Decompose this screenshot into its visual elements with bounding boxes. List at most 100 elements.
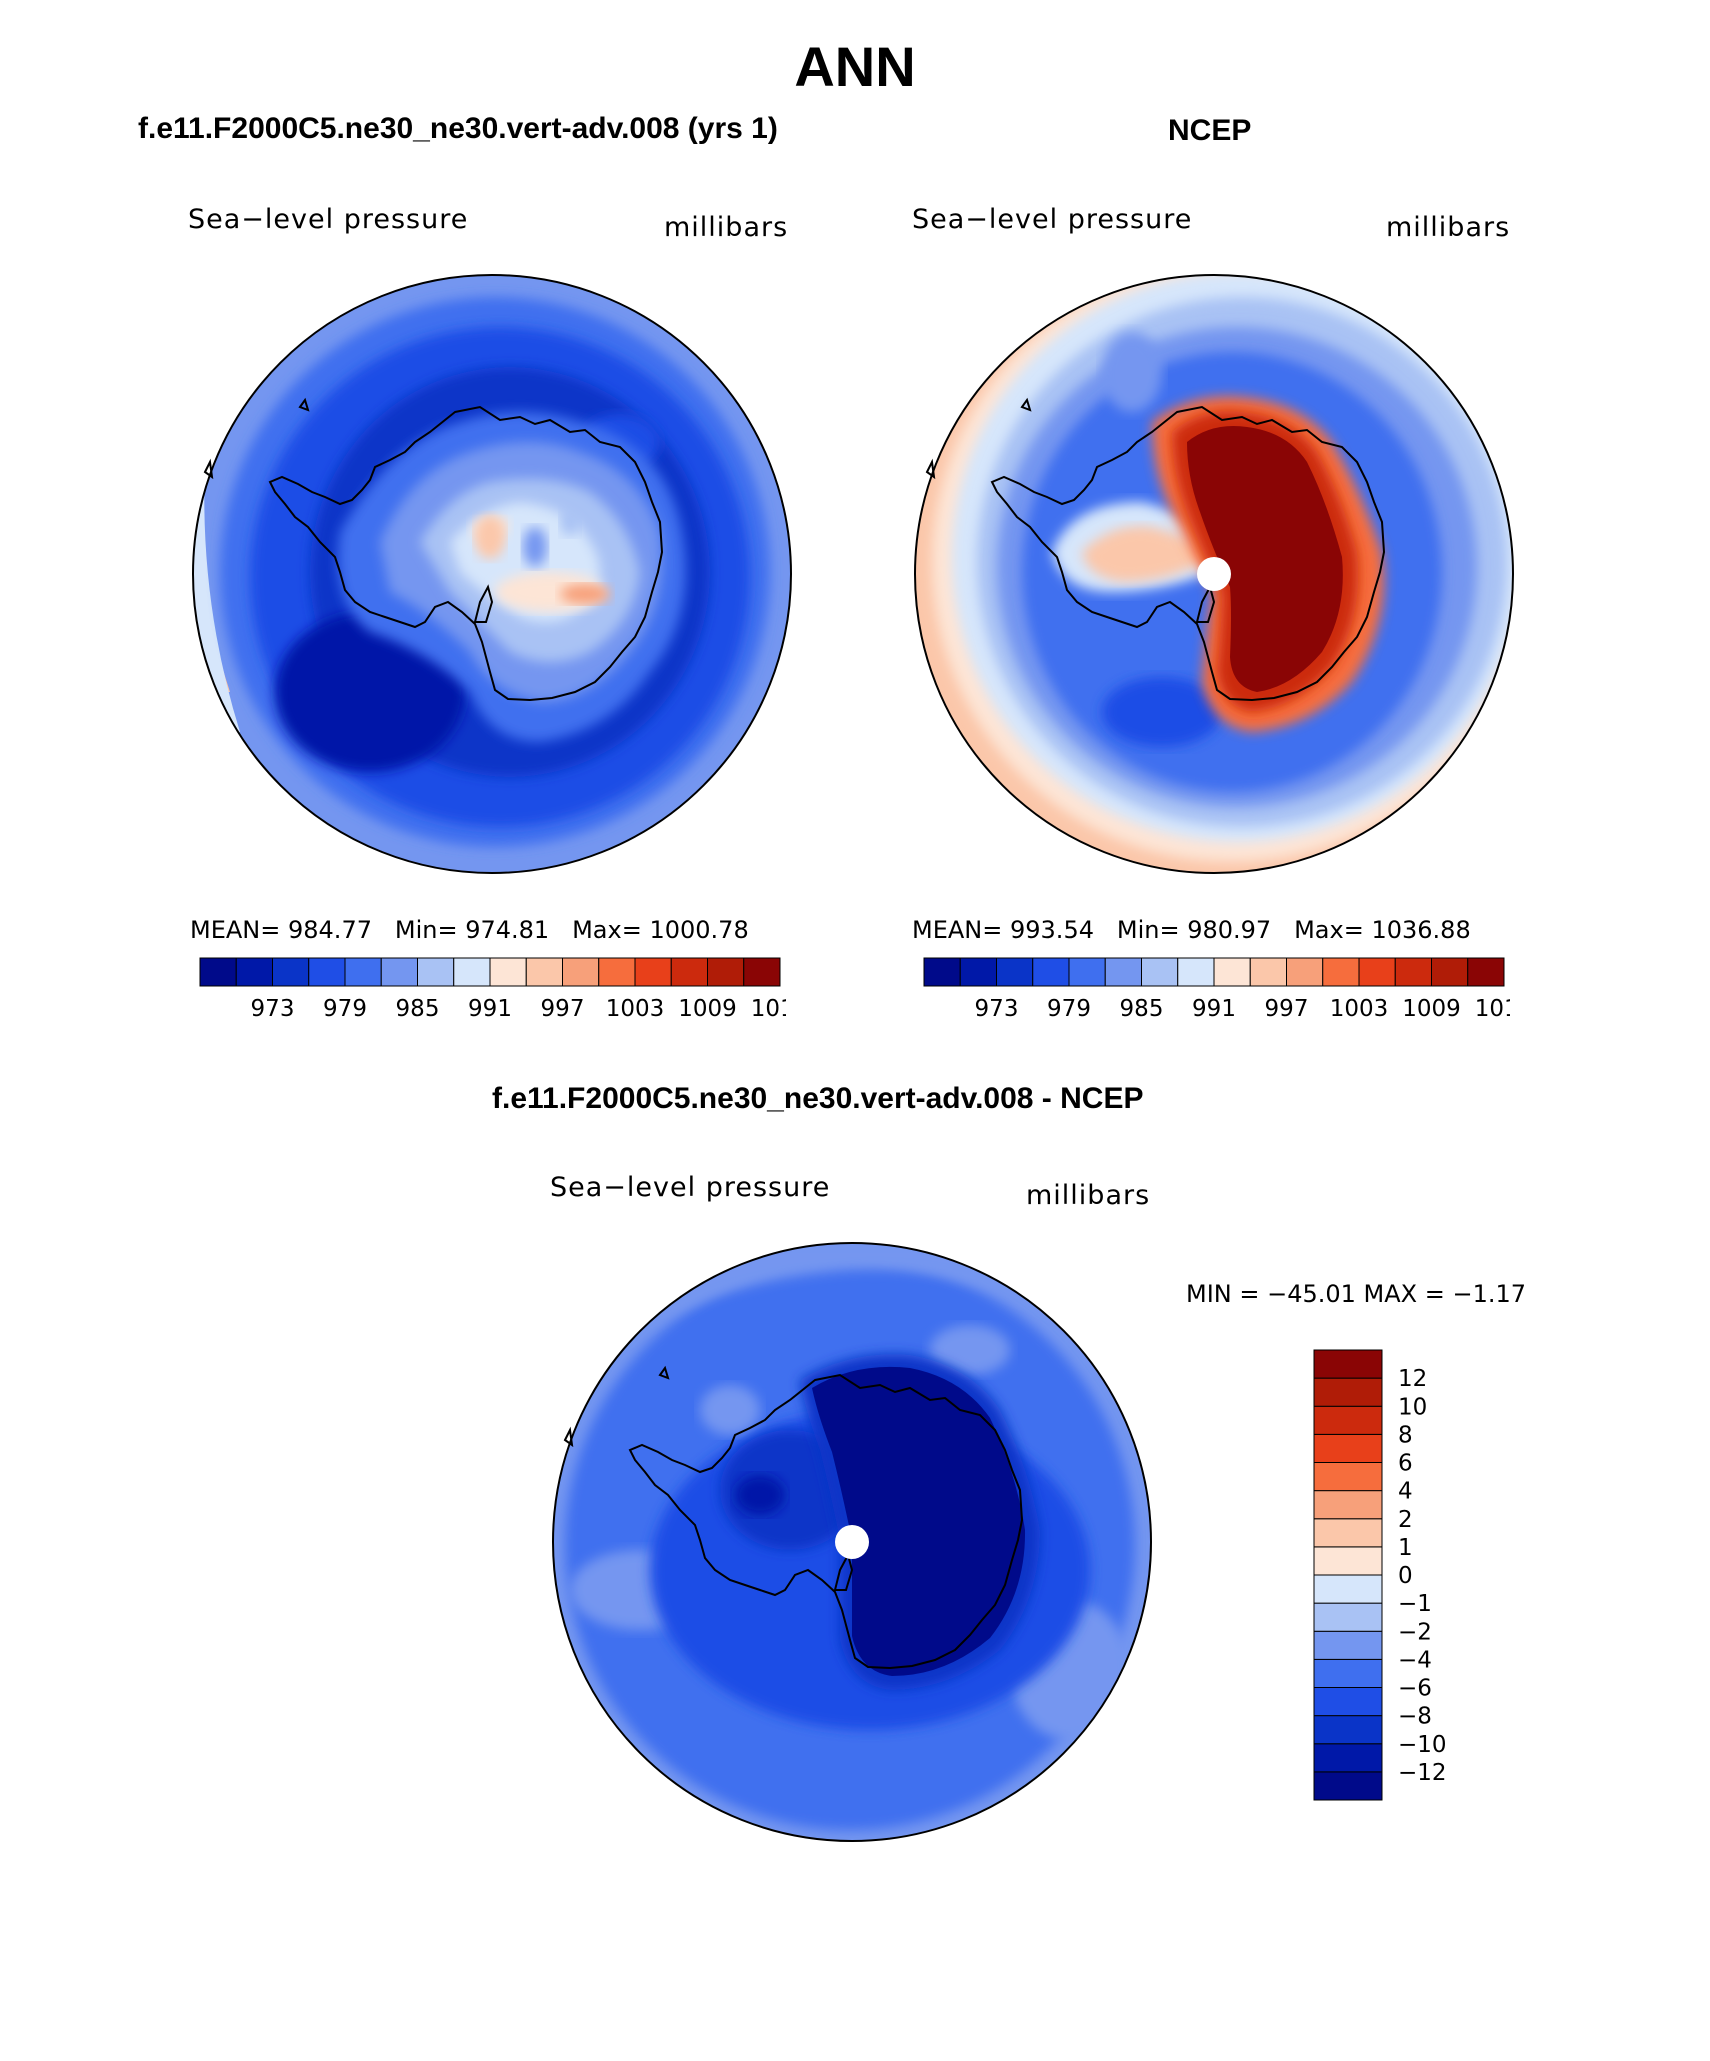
panel-diff-colorbar-swatch-15	[1313, 1349, 1383, 1379]
panel-diff-colorbar-tick-label: 8	[1398, 1422, 1413, 1448]
panel-obs-colorbar-swatch-14	[1431, 957, 1469, 987]
panel-model-colorbar-tick-label: 1003	[606, 996, 665, 1022]
panel-diff-colorbar-tick-label: 2	[1398, 1507, 1413, 1533]
panel-model-colorbar: 973 979 985 991 997 1003 1009 1015	[199, 957, 786, 1022]
panel-model-colorbar-tick-label: 1009	[678, 996, 737, 1022]
panel-diff-units-label: millibars	[1026, 1180, 1151, 1211]
panel-model-colorbar-swatch-8	[489, 957, 527, 987]
max-label: Max=	[572, 916, 642, 944]
min-value: 974.81	[465, 916, 550, 944]
panel-model-colorbar-swatch-5	[380, 957, 418, 987]
pole-mask	[1197, 557, 1231, 591]
panel-model-colorbar-swatch-9	[525, 957, 563, 987]
panel-model-colorbar-swatch-10	[562, 957, 600, 987]
panel-diff-colorbar-tick-label: −8	[1398, 1704, 1432, 1730]
figure-title: ANN	[794, 35, 916, 98]
panel-obs-colorbar-tick-label: 979	[1047, 996, 1091, 1022]
panel-obs-colorbar-tick-label: 1003	[1330, 996, 1389, 1022]
min-label: Min=	[1116, 916, 1180, 944]
panel-diff-minmax: MIN = −45.01 MAX = −1.17	[1186, 1280, 1527, 1308]
panel-diff-colorbar-tick-label: −10	[1398, 1732, 1447, 1758]
panel-model-colorbar-tick-label: 997	[541, 996, 585, 1022]
panel-diff-colorbar-swatch-6	[1313, 1602, 1383, 1632]
panel-diff-colorbar-tick-label: 0	[1398, 1563, 1413, 1589]
panel-obs-colorbar-swatch-4	[1068, 957, 1106, 987]
panel-obs-colorbar-swatch-15	[1467, 957, 1505, 987]
panel-diff-coastline	[628, 1373, 1024, 1670]
panel-obs-colorbar-swatch-13	[1394, 957, 1432, 987]
panel-diff-colorbar-swatch-12	[1313, 1433, 1383, 1463]
panel-diff-colorbar-swatch-9	[1313, 1518, 1383, 1548]
panel-diff-colorbar-tick-label: −1	[1398, 1591, 1432, 1617]
panel-obs-colorbar-swatch-3	[1032, 957, 1070, 987]
panel-model-colorbar-swatch-13	[670, 957, 708, 987]
panel-obs-colorbar-tick-label: 991	[1192, 996, 1236, 1022]
panel-model-colorbar-tick-label: 985	[396, 996, 440, 1022]
panel-diff-map	[552, 1242, 1152, 1842]
max-value: 1036.88	[1371, 916, 1471, 944]
min-label: Min=	[394, 916, 458, 944]
panel-obs-coastline	[990, 405, 1386, 702]
mean-label: MEAN=	[912, 916, 1003, 944]
panel-diff-colorbar-swatch-2	[1313, 1715, 1383, 1745]
panel-obs-colorbar: 973 979 985 991 997 1003 1009 1015	[923, 957, 1510, 1022]
panel-diff-colorbar-tick-label: 10	[1398, 1394, 1427, 1420]
panel-obs-colorbar-swatch-7	[1177, 957, 1215, 987]
panel-model-colorbar-swatch-0	[199, 957, 237, 987]
panel-obs-heading: NCEP	[1168, 114, 1252, 147]
max-value: 1000.78	[649, 916, 749, 944]
panel-obs-colorbar-swatch-2	[996, 957, 1034, 987]
panel-obs-colorbar-tick-label: 997	[1265, 996, 1309, 1022]
panel-diff-heading: f.e11.F2000C5.ne30_ne30.vert-adv.008 - N…	[492, 1082, 1144, 1115]
mean-label: MEAN=	[190, 916, 281, 944]
panel-model-map	[192, 274, 792, 874]
panel-diff-colorbar-swatch-10	[1313, 1490, 1383, 1520]
panel-diff-colorbar-swatch-3	[1313, 1687, 1383, 1717]
panel-diff-colorbar-tick-label: 4	[1398, 1479, 1413, 1505]
panel-diff-colorbar-swatch-1	[1313, 1743, 1383, 1773]
panel-obs-variable-label: Sea−level pressure	[912, 204, 1193, 235]
panel-model-heading: f.e11.F2000C5.ne30_ne30.vert-adv.008 (yr…	[138, 112, 778, 145]
panel-model-colorbar-swatch-2	[272, 957, 310, 987]
panel-model-colorbar-tick-label: 991	[468, 996, 512, 1022]
panel-diff-colorbar-swatch-4	[1313, 1658, 1383, 1688]
panel-model-colorbar-swatch-1	[235, 957, 273, 987]
panel-model-colorbar-swatch-7	[453, 957, 491, 987]
panel-model-colorbar-swatch-3	[308, 957, 346, 987]
panel-obs-colorbar-swatch-11	[1322, 957, 1360, 987]
panel-diff-colorbar-swatch-7	[1313, 1574, 1383, 1604]
mean-value: 993.54	[1010, 916, 1094, 944]
panel-diff-colorbar-swatch-5	[1313, 1630, 1383, 1660]
panel-diff-colorbar-swatch-14	[1313, 1377, 1383, 1407]
panel-model-colorbar-swatch-4	[344, 957, 382, 987]
panel-obs-map	[914, 274, 1514, 874]
panel-diff-colorbar-swatch-8	[1313, 1546, 1383, 1576]
panel-diff-colorbar-tick-label: −12	[1398, 1760, 1447, 1786]
panel-obs-colorbar-swatch-9	[1249, 957, 1287, 987]
panel-diff-colorbar-tick-label: −4	[1398, 1647, 1432, 1673]
panel-diff-colorbar-swatch-13	[1313, 1405, 1383, 1435]
panel-obs-colorbar-swatch-10	[1286, 957, 1324, 987]
panel-model-colorbar-swatch-11	[598, 957, 636, 987]
panel-diff-colorbar-swatch-0	[1313, 1771, 1383, 1801]
panel-obs-colorbar-tick-label: 973	[975, 996, 1019, 1022]
panel-obs-units-label: millibars	[1386, 212, 1511, 243]
min-value: 980.97	[1187, 916, 1272, 944]
panel-diff-variable-label: Sea−level pressure	[550, 1172, 831, 1203]
panel-model-coastline	[268, 405, 664, 702]
panel-model-colorbar-swatch-15	[743, 957, 781, 987]
pole-mask	[835, 1525, 869, 1559]
panel-obs-colorbar-tick-label: 985	[1120, 996, 1164, 1022]
panel-diff-colorbar-swatch-11	[1313, 1462, 1383, 1492]
panel-model-colorbar-tick-label: 1015	[751, 996, 786, 1022]
panel-obs-colorbar-swatch-8	[1213, 957, 1251, 987]
panel-diff-colorbar-tick-label: 6	[1398, 1451, 1413, 1477]
panel-obs-stats: MEAN= 993.54 Min= 980.97 Max= 1036.88	[912, 916, 1471, 944]
panel-diff-colorbar-tick-label: −2	[1398, 1619, 1432, 1645]
panel-model-colorbar-swatch-14	[707, 957, 745, 987]
panel-diff-colorbar-tick-label: 12	[1398, 1366, 1427, 1392]
panel-diff-colorbar-tick-label: 1	[1398, 1535, 1413, 1561]
panel-obs-colorbar-swatch-12	[1358, 957, 1396, 987]
panel-model-units-label: millibars	[664, 212, 789, 243]
